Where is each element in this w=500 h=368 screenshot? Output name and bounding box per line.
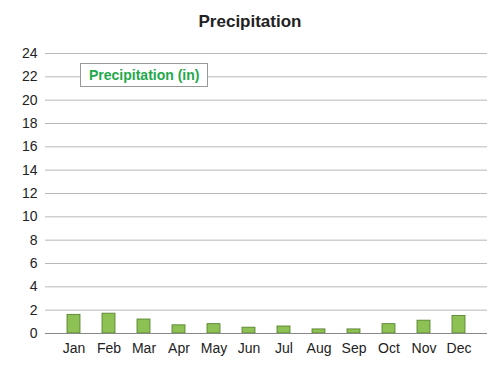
svg-text:14: 14: [22, 162, 38, 178]
svg-text:Aug: Aug: [307, 340, 332, 356]
svg-text:Feb: Feb: [97, 340, 121, 356]
svg-text:May: May: [201, 340, 227, 356]
html-text:Precipitation (in): Precipitation (in): [89, 67, 200, 83]
svg-text:20: 20: [22, 92, 38, 108]
html-text:Precipitation: Precipitation: [198, 12, 302, 31]
svg-text:Jan: Jan: [63, 340, 86, 356]
svg-text:4: 4: [30, 278, 38, 294]
svg-text:Mar: Mar: [132, 340, 156, 356]
svg-text:Nov: Nov: [412, 340, 437, 356]
svg-text:10: 10: [22, 208, 38, 224]
svg-text:24: 24: [22, 45, 38, 61]
svg-text:18: 18: [22, 115, 38, 131]
svg-text:12: 12: [22, 185, 38, 201]
svg-text:8: 8: [30, 232, 38, 248]
svg-text:0: 0: [30, 325, 38, 341]
svg-text:Jul: Jul: [275, 340, 293, 356]
svg-text:Oct: Oct: [378, 340, 400, 356]
svg-text:16: 16: [22, 138, 38, 154]
svg-text:Apr: Apr: [168, 340, 190, 356]
svg-text:Jun: Jun: [238, 340, 261, 356]
svg-text:2: 2: [30, 302, 38, 318]
svg-text:6: 6: [30, 255, 38, 271]
svg-text:Sep: Sep: [342, 340, 367, 356]
svg-text:Dec: Dec: [447, 340, 472, 356]
svg-text:22: 22: [22, 68, 38, 84]
